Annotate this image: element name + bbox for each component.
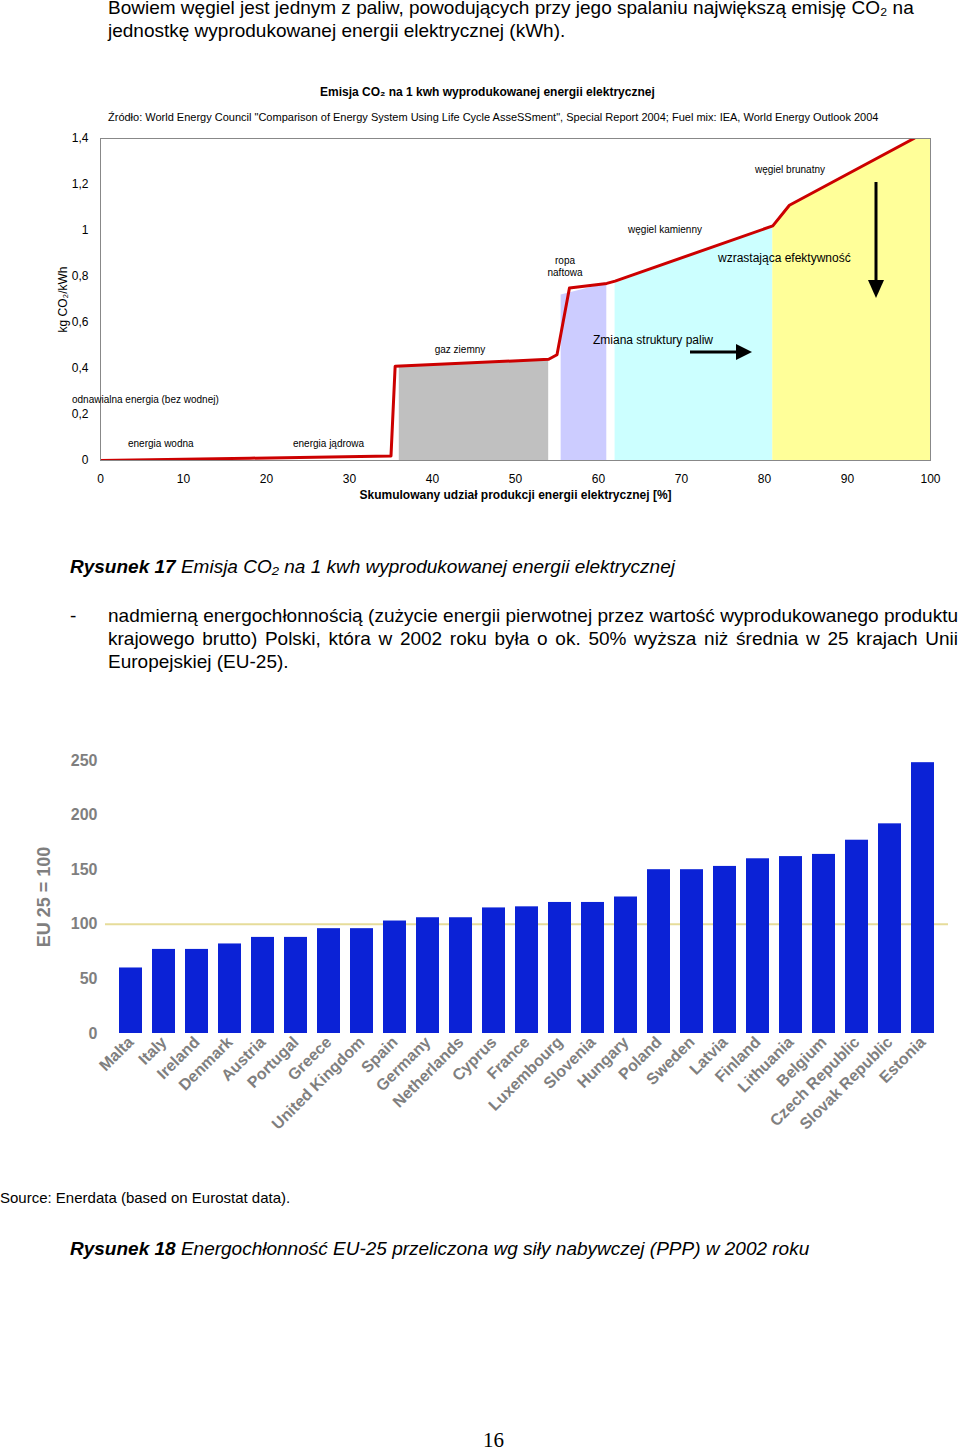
html-text:Emisja CO₂ na 1 kwh wyprodukow: Emisja CO₂ na 1 kwh wyprodukowanej energ… xyxy=(320,85,655,99)
svg-text:10: 10 xyxy=(177,472,191,486)
svg-text:Slovenia: Slovenia xyxy=(540,1033,599,1092)
svg-text:Slovak Republic: Slovak Republic xyxy=(796,1033,895,1132)
svg-text:100: 100 xyxy=(920,472,940,486)
svg-text:Estonia: Estonia xyxy=(876,1033,929,1086)
svg-text:Greece: Greece xyxy=(284,1033,335,1084)
svg-text:Cyprus: Cyprus xyxy=(448,1033,500,1085)
svg-text:Portugal: Portugal xyxy=(243,1033,302,1092)
svg-text:20: 20 xyxy=(260,472,274,486)
svg-text:1,2: 1,2 xyxy=(72,177,89,191)
svg-text:Hungary: Hungary xyxy=(573,1033,632,1092)
html-text:Zmiana struktury paliw: Zmiana struktury paliw xyxy=(593,333,713,347)
svg-text:250: 250 xyxy=(71,752,98,769)
html-text:nadmierną energochłonnością (z: nadmierną energochłonnością (zużycie ene… xyxy=(108,605,958,672)
svg-text:Germany: Germany xyxy=(372,1033,434,1095)
svg-text:Italy: Italy xyxy=(135,1033,170,1068)
svg-text:0,6: 0,6 xyxy=(72,315,89,329)
svg-text:40: 40 xyxy=(426,472,440,486)
svg-text:Sweden: Sweden xyxy=(643,1033,698,1088)
svg-text:60: 60 xyxy=(592,472,606,486)
html-text:Rysunek 18 Energochłonność EU-: Rysunek 18 Energochłonność EU-25 przelic… xyxy=(70,1238,810,1259)
svg-text:0: 0 xyxy=(89,1025,98,1042)
svg-text:EU 25 = 100: EU 25 = 100 xyxy=(34,847,54,948)
html-text:16: 16 xyxy=(483,1428,504,1451)
svg-text:80: 80 xyxy=(758,472,772,486)
svg-text:Finland: Finland xyxy=(711,1033,764,1086)
svg-text:100: 100 xyxy=(71,915,98,932)
svg-text:Belgium: Belgium xyxy=(773,1033,830,1090)
html-text:gaz ziemny: gaz ziemny xyxy=(434,344,486,355)
svg-text:30: 30 xyxy=(343,472,357,486)
html-text:energia jądrowa: energia jądrowa xyxy=(293,438,365,449)
svg-text:France: France xyxy=(483,1033,533,1083)
html-text:Rysunek 17 Emisja CO₂ na 1 kwh: Rysunek 17 Emisja CO₂ na 1 kwh wyproduko… xyxy=(70,556,675,577)
svg-text:200: 200 xyxy=(71,806,98,823)
html-text:odnawialna energia (bez wodnej: odnawialna energia (bez wodnej) xyxy=(72,394,219,405)
svg-text:1,4: 1,4 xyxy=(72,131,89,145)
svg-text:0,4: 0,4 xyxy=(72,361,89,375)
svg-text:Poland: Poland xyxy=(615,1033,665,1083)
svg-text:Skumulowany udział produkcji e: Skumulowany udział produkcji energii ele… xyxy=(359,488,671,502)
svg-text:50: 50 xyxy=(80,970,98,987)
html-text:energia wodna: energia wodna xyxy=(128,438,194,449)
html-text:wzrastająca efektywność: wzrastająca efektywność xyxy=(718,251,851,265)
svg-text:0: 0 xyxy=(97,472,104,486)
svg-text:0,2: 0,2 xyxy=(72,407,89,421)
html-text:Source: Enerdata (based on Eur: Source: Enerdata (based on Eurostat data… xyxy=(0,1189,291,1206)
svg-text:Denmark: Denmark xyxy=(175,1033,236,1094)
svg-text:50: 50 xyxy=(509,472,523,486)
html-text:węgiel kamienny: węgiel kamienny xyxy=(628,224,702,235)
svg-text:Czech Republic: Czech Republic xyxy=(766,1033,863,1130)
svg-text:Lithuania: Lithuania xyxy=(734,1033,797,1096)
svg-text:Luxembourg: Luxembourg xyxy=(485,1033,566,1114)
svg-text:Netherlands: Netherlands xyxy=(389,1033,467,1111)
svg-text:Ireland: Ireland xyxy=(153,1033,203,1083)
svg-text:kg CO₂/kWh: kg CO₂/kWh xyxy=(56,267,70,333)
svg-text:0: 0 xyxy=(82,453,89,467)
svg-text:United Kingdom: United Kingdom xyxy=(268,1033,367,1132)
svg-text:Austria: Austria xyxy=(217,1033,269,1085)
svg-text:1: 1 xyxy=(82,223,89,237)
svg-text:90: 90 xyxy=(841,472,855,486)
svg-text:70: 70 xyxy=(675,472,689,486)
html-text:Źródło: World Energy Council ": Źródło: World Energy Council "Comparison… xyxy=(108,111,879,123)
svg-text:150: 150 xyxy=(71,861,98,878)
html-text:ropa naftowa: ropa naftowa xyxy=(547,255,583,278)
svg-text:Spain: Spain xyxy=(357,1033,401,1076)
svg-text:Latvia: Latvia xyxy=(686,1033,731,1078)
svg-text:0,8: 0,8 xyxy=(72,269,89,283)
html-text:węgiel brunatny: węgiel brunatny xyxy=(755,164,825,175)
svg-text:Malta: Malta xyxy=(96,1033,137,1074)
